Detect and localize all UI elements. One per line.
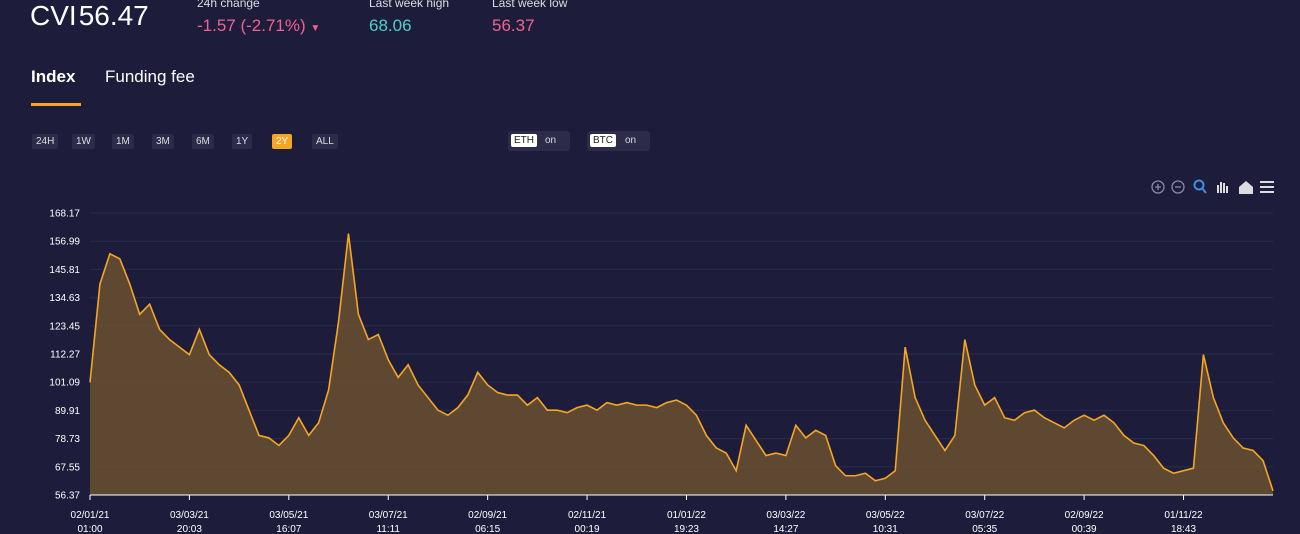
x-tick-label: 02/09/21 06:15 [468,510,507,534]
cvi-value: 56.47 [78,0,149,31]
range-button[interactable]: 2Y [272,134,293,149]
x-tick-label-line: 18:43 [1171,524,1196,534]
reset[interactable] [1239,181,1253,194]
y-tick-label: 89.91 [55,406,80,417]
x-tick-label-line: 14:27 [773,524,798,534]
x-tick-label-line: 06:15 [475,524,500,534]
x-tick-label-line: 10:31 [873,524,898,534]
cvi-label: CVI56.47 [30,0,149,32]
x-tick-label: 03/03/22 14:27 [766,510,805,534]
y-tick-label: 78.73 [55,434,80,445]
range-button[interactable]: ALL [312,134,338,149]
toggle[interactable]: ETH on [508,131,570,151]
zoom-select[interactable] [1193,179,1205,191]
y-tick-label: 101.09 [49,378,80,389]
zoom-out[interactable] [1171,180,1185,194]
toggle-state: on [545,135,557,146]
range-button[interactable]: 6M [192,134,214,149]
stat-label: 24h change [197,0,260,10]
range-button[interactable]: 1Y [232,134,253,149]
x-tick-label-line: 00:39 [1072,524,1097,534]
x-tick-label: 03/03/21 20:03 [170,510,209,534]
chart-toolbar [1151,179,1274,194]
x-tick-label-line: 02/01/21 [71,510,110,521]
x-tick-label-line: 03/05/22 [866,510,905,521]
menu[interactable] [1260,181,1274,193]
range-button[interactable]: 24H [32,134,59,149]
y-tick-label: 156.99 [49,237,80,248]
range-button[interactable]: 1M [112,134,134,149]
x-tick-label-line: 01/01/22 [667,510,706,521]
tab[interactable]: Funding fee [105,67,195,86]
y-tick-label: 112.27 [50,350,80,361]
change: -1.57 (-2.71%) [197,16,306,35]
x-tick-label-line: 19:23 [674,524,699,534]
x-tick-label: 03/05/21 16:07 [269,510,308,534]
toggle-name: BTC [590,134,616,147]
y-tick-label: 134.63 [49,293,80,304]
range-button[interactable]: 3M [152,134,174,149]
x-tick-label: 03/07/21 11:11 [369,510,408,534]
y-tick-label: 145.81 [49,265,80,276]
toggle[interactable]: BTC on [587,131,650,151]
tab-underline [31,103,81,106]
y-tick-label: 123.45 [49,321,80,332]
x-tick-label-line: 20:03 [177,524,202,534]
x-tick-label-line: 02/09/22 [1065,510,1104,521]
x-tick-label-line: 11:11 [376,524,400,534]
x-tick-label: 02/01/21 01:00 [71,510,110,534]
x-tick-label-line: 02/09/21 [468,510,507,521]
area-fill [90,233,1273,495]
stat-label: Last week high [369,0,450,10]
toggle-name: ETH [511,134,537,147]
x-tick-label-line: 03/07/22 [965,510,1004,521]
x-tick-label-line: 03/03/22 [766,510,805,521]
x-tick-label: 03/07/22 05:35 [965,510,1004,534]
x-tick-label-line: 01:00 [77,524,102,534]
x-tick-label-line: 05:35 [972,524,997,534]
y-tick-label: 67.55 [55,462,80,473]
x-tick-label-line: 03/03/21 [170,510,209,521]
toggle-state: on [625,135,637,146]
x-tick-label: 02/11/21 00:19 [568,510,607,534]
stat-value: 56.37 [492,16,535,35]
stat-label: Last week low [492,0,568,10]
y-tick-label: 56.37 [55,491,80,502]
symbol: CVI [30,0,77,31]
x-tick-label-line: 03/05/21 [269,510,308,521]
stat-value: 68.06 [369,16,412,35]
pan[interactable] [1217,182,1228,193]
x-tick-label-line: 01/11/22 [1164,510,1203,521]
range-button[interactable]: 1W [72,134,95,149]
x-tick-label-line: 03/07/21 [369,510,408,521]
tab[interactable]: Index [31,67,76,86]
x-tick-label: 03/05/22 10:31 [866,510,905,534]
x-tick-label: 02/09/22 00:39 [1065,510,1104,534]
area-line [89,233,1274,492]
x-tick-label-line: 00:19 [575,524,600,534]
stat-value: -1.57 (-2.71%) ▼ [197,16,321,35]
y-tick-label: 168.17 [49,209,80,220]
x-tick-label: 01/01/22 19:23 [667,510,706,534]
x-tick-label-line: 02/11/21 [568,510,607,521]
zoom-in[interactable] [1151,180,1165,194]
x-tick-label: 01/11/22 18:43 [1164,510,1203,534]
x-tick-label-line: 16:07 [276,524,301,534]
